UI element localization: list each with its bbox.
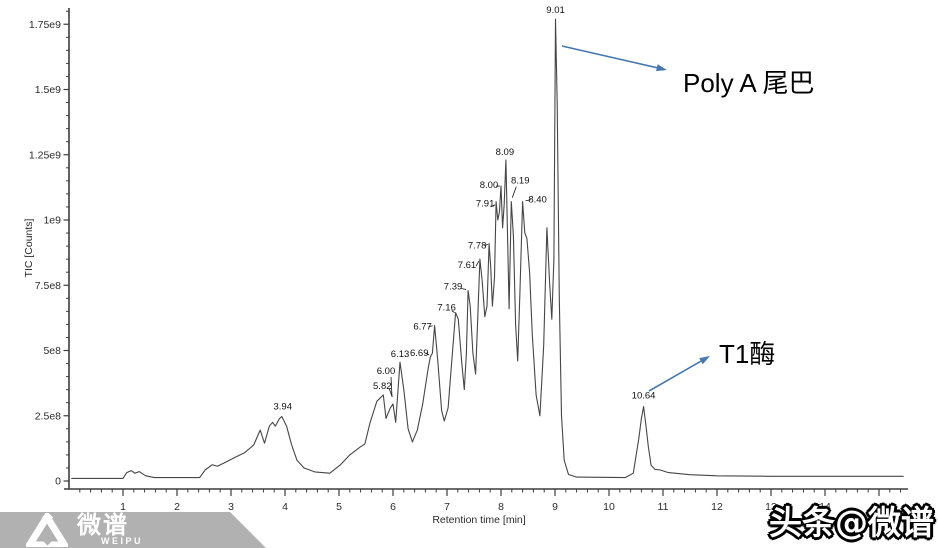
svg-text:7.61: 7.61 [458, 260, 477, 271]
svg-text:5e8: 5e8 [43, 345, 61, 357]
svg-text:8.00: 8.00 [480, 180, 499, 191]
svg-text:1.25e9: 1.25e9 [29, 149, 61, 161]
svg-text:6.00: 6.00 [377, 366, 396, 377]
svg-text:10: 10 [603, 501, 615, 513]
svg-text:1.5e9: 1.5e9 [35, 84, 61, 96]
svg-text:8.19: 8.19 [511, 176, 530, 187]
svg-text:1e9: 1e9 [43, 215, 61, 227]
svg-text:TIC [Counts]: TIC [Counts] [23, 218, 35, 277]
svg-text:7.5e8: 7.5e8 [35, 280, 61, 292]
weipu-cn-label: 微谱 [77, 512, 129, 539]
svg-text:9: 9 [552, 501, 558, 513]
svg-text:1: 1 [120, 501, 126, 513]
svg-text:13: 13 [765, 501, 777, 513]
svg-text:8.40: 8.40 [528, 195, 547, 206]
svg-text:7: 7 [444, 501, 450, 513]
svg-text:10.64: 10.64 [632, 391, 656, 402]
svg-text:8.09: 8.09 [496, 147, 515, 158]
weipu-watermark: 微谱 WEIPU [0, 512, 266, 548]
svg-text:7.91: 7.91 [476, 199, 495, 210]
weipu-logo-icon [26, 513, 68, 547]
svg-text:Poly A 尾巴: Poly A 尾巴 [683, 68, 815, 98]
svg-text:3.94: 3.94 [274, 402, 293, 413]
svg-text:6.69: 6.69 [410, 348, 429, 359]
svg-text:2.5e8: 2.5e8 [35, 410, 61, 422]
weipu-watermark-text: 微谱 WEIPU [77, 514, 143, 546]
svg-text:0: 0 [55, 476, 61, 488]
svg-text:4: 4 [282, 501, 288, 513]
svg-text:2: 2 [174, 501, 180, 513]
svg-text:7.16: 7.16 [437, 303, 456, 314]
toutiao-watermark-text: 头条@微谱 [769, 503, 934, 542]
svg-text:9.01: 9.01 [546, 5, 565, 16]
svg-text:12: 12 [711, 501, 723, 513]
svg-text:8: 8 [498, 501, 504, 513]
svg-text:5: 5 [336, 501, 342, 513]
svg-text:1.75e9: 1.75e9 [29, 19, 61, 31]
svg-text:6.77: 6.77 [413, 322, 432, 333]
svg-text:6: 6 [390, 501, 396, 513]
svg-text:3: 3 [228, 501, 234, 513]
svg-text:Retention time [min]: Retention time [min] [432, 514, 525, 526]
svg-text:7.78: 7.78 [468, 240, 487, 251]
svg-text:5.82: 5.82 [373, 381, 392, 392]
svg-text:11: 11 [658, 501, 669, 513]
weipu-en-label: WEIPU [101, 536, 144, 546]
svg-text:T1酶: T1酶 [719, 339, 775, 369]
svg-text:15: 15 [873, 501, 885, 513]
svg-text:7.39: 7.39 [444, 281, 463, 292]
svg-text:14: 14 [819, 501, 831, 513]
svg-text:6.13: 6.13 [391, 349, 410, 360]
